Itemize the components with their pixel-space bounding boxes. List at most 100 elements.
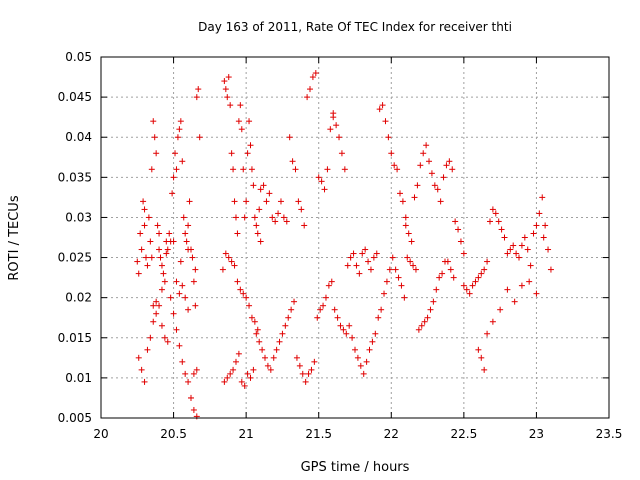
- data-point: [243, 198, 250, 205]
- x-tick-label: 22.5: [450, 427, 477, 441]
- data-point: [163, 250, 170, 257]
- data-point: [301, 222, 308, 229]
- data-point: [161, 334, 168, 341]
- data-point: [141, 378, 148, 385]
- data-point: [302, 378, 309, 385]
- data-point: [240, 290, 247, 297]
- y-tick-label: 0.035: [58, 170, 92, 184]
- data-point: [437, 198, 444, 205]
- data-point: [172, 150, 179, 157]
- data-point: [379, 102, 386, 109]
- data-point: [436, 274, 443, 281]
- data-point: [160, 270, 167, 277]
- data-point: [247, 374, 254, 381]
- data-point: [353, 262, 360, 269]
- data-point: [256, 206, 263, 213]
- data-point: [269, 214, 276, 221]
- data-point: [312, 70, 319, 77]
- data-point: [192, 302, 199, 309]
- x-tick-label: 23: [529, 427, 544, 441]
- y-tick-label: 0.025: [58, 251, 92, 265]
- data-point: [408, 238, 415, 245]
- data-point: [296, 362, 303, 369]
- data-point: [317, 306, 324, 313]
- data-point: [280, 214, 287, 221]
- data-point: [182, 370, 189, 377]
- data-point: [186, 198, 193, 205]
- data-point: [399, 198, 406, 205]
- data-point: [153, 150, 160, 157]
- data-point: [460, 250, 467, 257]
- data-point: [238, 378, 245, 385]
- data-point: [275, 210, 282, 217]
- data-point: [367, 266, 374, 273]
- data-point: [196, 134, 203, 141]
- data-point: [173, 166, 180, 173]
- data-point: [376, 106, 383, 113]
- axis-ticks: 20 20.5 21 21.5 22 22.5 23 23.5 0.005 0.01 0.015 0.…: [58, 50, 623, 441]
- data-point: [447, 266, 454, 273]
- data-point: [179, 158, 186, 165]
- data-point: [148, 254, 155, 261]
- data-point: [190, 278, 197, 285]
- data-point: [248, 314, 255, 321]
- data-point: [189, 254, 196, 261]
- data-point: [309, 74, 316, 81]
- data-point: [153, 298, 160, 305]
- chart-title: Day 163 of 2011, Rate Of TEC Index for r…: [198, 20, 512, 34]
- data-point: [266, 190, 273, 197]
- data-point: [389, 254, 396, 261]
- data-point: [446, 158, 453, 165]
- data-point: [222, 250, 229, 257]
- data-point: [276, 338, 283, 345]
- data-point: [421, 318, 428, 325]
- data-point: [381, 290, 388, 297]
- data-point: [434, 186, 441, 193]
- data-point: [455, 226, 462, 233]
- data-point: [365, 258, 372, 265]
- data-point: [195, 86, 202, 93]
- data-point: [273, 346, 280, 353]
- data-point: [440, 174, 447, 181]
- data-point: [230, 366, 237, 373]
- data-point: [177, 118, 184, 125]
- data-point: [176, 290, 183, 297]
- data-point: [221, 78, 228, 85]
- data-point: [481, 266, 488, 273]
- data-point: [161, 278, 168, 285]
- data-point: [147, 238, 154, 245]
- y-axis-label: ROTI / TECUs: [7, 195, 22, 280]
- data-point: [359, 250, 366, 257]
- data-point: [418, 322, 425, 329]
- data-point: [298, 206, 305, 213]
- data-point: [518, 282, 525, 289]
- data-point: [277, 198, 284, 205]
- data-points: [134, 70, 554, 420]
- data-point: [478, 270, 485, 277]
- data-point: [227, 102, 234, 109]
- data-point: [331, 306, 338, 313]
- data-point: [248, 166, 255, 173]
- data-point: [232, 358, 239, 365]
- data-point: [185, 246, 192, 253]
- data-point: [385, 134, 392, 141]
- data-point: [142, 254, 149, 261]
- data-point: [346, 322, 353, 329]
- data-point: [176, 342, 183, 349]
- x-tick-label: 22: [384, 427, 399, 441]
- data-point: [299, 370, 306, 377]
- data-point: [527, 262, 534, 269]
- data-point: [444, 258, 451, 265]
- data-point: [539, 194, 546, 201]
- data-point: [424, 314, 431, 321]
- data-point: [430, 298, 437, 305]
- data-point: [257, 186, 264, 193]
- x-axis-label: GPS time / hours: [301, 460, 410, 475]
- data-point: [452, 218, 459, 225]
- data-point: [328, 278, 335, 285]
- data-point: [481, 366, 488, 373]
- data-point: [135, 270, 142, 277]
- data-point: [173, 326, 180, 333]
- data-point: [179, 358, 186, 365]
- data-point: [259, 346, 266, 353]
